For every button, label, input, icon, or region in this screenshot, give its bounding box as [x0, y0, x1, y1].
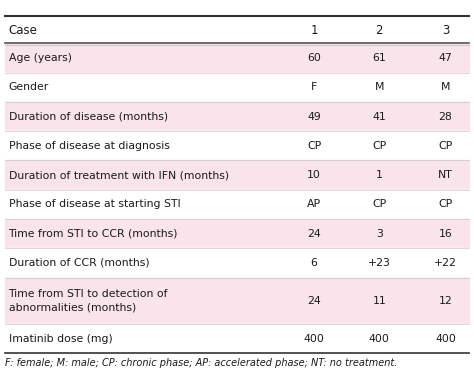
Text: Duration of disease (months): Duration of disease (months): [9, 112, 168, 122]
Text: M: M: [374, 82, 384, 92]
Text: +23: +23: [368, 258, 391, 268]
Bar: [5, 324, 469, 353]
Text: 400: 400: [369, 334, 390, 343]
Text: 3: 3: [442, 24, 449, 37]
Text: 28: 28: [438, 112, 453, 122]
Text: 24: 24: [307, 229, 321, 238]
Text: Phase of disease at starting STI: Phase of disease at starting STI: [9, 200, 180, 209]
Text: Duration of treatment with IFN (months): Duration of treatment with IFN (months): [9, 170, 228, 180]
Text: Imatinib dose (mg): Imatinib dose (mg): [9, 334, 112, 343]
Bar: [5, 16, 469, 44]
Text: 11: 11: [372, 296, 386, 306]
Text: 41: 41: [372, 112, 386, 122]
Bar: [5, 190, 469, 219]
Text: Case: Case: [9, 24, 37, 37]
Bar: [5, 219, 469, 248]
Text: AP: AP: [307, 200, 321, 209]
Bar: [5, 161, 469, 190]
Bar: [5, 44, 469, 73]
Text: 60: 60: [307, 53, 321, 63]
Text: 16: 16: [438, 229, 453, 238]
Text: Duration of CCR (months): Duration of CCR (months): [9, 258, 149, 268]
Text: 2: 2: [375, 24, 383, 37]
Bar: [5, 131, 469, 161]
Text: M: M: [441, 82, 450, 92]
Text: 400: 400: [435, 334, 456, 343]
Text: Phase of disease at diagnosis: Phase of disease at diagnosis: [9, 141, 169, 151]
Text: NT: NT: [438, 170, 453, 180]
Text: CP: CP: [372, 141, 386, 151]
Text: CP: CP: [307, 141, 321, 151]
Text: 1: 1: [310, 24, 318, 37]
Text: 61: 61: [372, 53, 386, 63]
Text: 10: 10: [307, 170, 321, 180]
Text: Age (years): Age (years): [9, 53, 72, 63]
Text: CP: CP: [372, 200, 386, 209]
Text: Gender: Gender: [9, 82, 49, 92]
Text: 1: 1: [376, 170, 383, 180]
Text: 24: 24: [307, 296, 321, 306]
Text: 6: 6: [310, 258, 318, 268]
Text: +22: +22: [434, 258, 457, 268]
Text: CP: CP: [438, 141, 453, 151]
Text: 49: 49: [307, 112, 321, 122]
Bar: [5, 248, 469, 277]
Text: 12: 12: [438, 296, 453, 306]
Bar: [5, 73, 469, 102]
Text: CP: CP: [438, 200, 453, 209]
Bar: [5, 277, 469, 324]
Text: F: female; M: male; CP: chronic phase; AP: accelerated phase; NT: no treatment.: F: female; M: male; CP: chronic phase; A…: [5, 358, 397, 368]
Text: 400: 400: [303, 334, 325, 343]
Text: 47: 47: [438, 53, 453, 63]
Text: F: F: [311, 82, 317, 92]
Bar: [5, 102, 469, 131]
Text: Time from STI to detection of
abnormalities (months): Time from STI to detection of abnormalit…: [9, 289, 168, 312]
Text: 3: 3: [376, 229, 383, 238]
Text: Time from STI to CCR (months): Time from STI to CCR (months): [9, 229, 178, 238]
